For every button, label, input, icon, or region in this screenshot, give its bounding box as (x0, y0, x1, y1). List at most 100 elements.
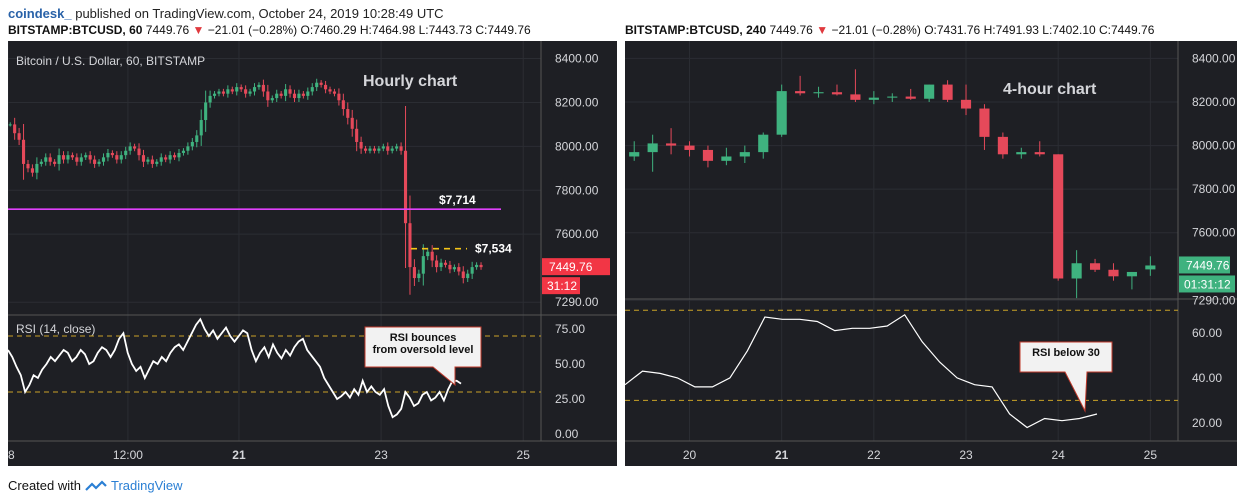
candle-body (208, 95, 212, 103)
left-chart-header: BITSTAMP:BTCUSD, 60 7449.76 ▼ −21.01 (−0… (8, 23, 531, 37)
candle-body (666, 143, 677, 146)
y-tick-label: 8000.00 (1192, 139, 1236, 153)
tradingview-logo-icon (85, 479, 107, 491)
candle-body (887, 96, 898, 98)
candle-body (106, 152, 110, 158)
candle-body (137, 148, 141, 156)
candle-body (1145, 265, 1156, 270)
candle-body (266, 91, 270, 101)
author-name[interactable]: coindesk_ (8, 6, 72, 21)
candle-body (426, 251, 430, 257)
rsi-tick-label: 0.00 (555, 427, 579, 441)
rsi-tick-label: 20.00 (1192, 416, 1222, 430)
candle-body (177, 152, 181, 158)
candle-body (363, 148, 368, 151)
callout-text: RSI bounces (390, 332, 457, 344)
x-tick-label: 23 (374, 448, 388, 462)
candle-body (452, 267, 456, 270)
candle-body (942, 84, 953, 100)
right-ohlc: O:7431.76 H:7491.93 L:7402.10 C:7449.76 (924, 23, 1155, 37)
candle-body (257, 84, 261, 88)
candle-body (475, 264, 479, 268)
candle-body (1126, 271, 1137, 277)
down-arrow-icon: ▼ (192, 23, 205, 37)
callout-bubble (364, 326, 482, 387)
candle-body (324, 84, 328, 90)
candle-body (244, 89, 248, 94)
candle-body (377, 148, 381, 151)
candle-body (905, 96, 916, 99)
last-price-label: 7449.76 (1186, 258, 1230, 272)
candle-body (79, 157, 83, 162)
candle-body (470, 267, 474, 274)
tradingview-brand[interactable]: TradingView (110, 478, 183, 493)
rsi-tick-label: 50.00 (555, 357, 585, 371)
candle-body (831, 92, 843, 95)
candle-body (97, 161, 101, 164)
level-label: $7,534 (475, 242, 512, 256)
candle-body (159, 157, 163, 162)
rsi-tick-label: 40.00 (1192, 371, 1222, 385)
candle-body (368, 148, 372, 151)
candle-body (702, 149, 714, 161)
callout-bubble (1019, 341, 1113, 413)
candle-body (359, 141, 363, 149)
candle-body (195, 135, 199, 142)
candle-body (164, 157, 168, 160)
last-price-label: 7449.76 (549, 260, 593, 274)
attribution-line: coindesk_ published on TradingView.com, … (8, 6, 444, 21)
candle-body (1089, 263, 1101, 270)
candle-body (252, 87, 257, 92)
candle-body (199, 120, 203, 136)
candle-body (795, 91, 806, 94)
candle-body (13, 124, 17, 134)
candle-body (346, 109, 350, 118)
candle-body (155, 161, 159, 164)
x-tick-label: 24 (1052, 448, 1066, 462)
chart-annotation: 4-hour chart (1003, 81, 1097, 98)
candle-body (1016, 152, 1027, 155)
x-tick-label: 12:00 (113, 448, 143, 462)
candle-body (101, 157, 106, 162)
left-price: 7449.76 (145, 23, 190, 37)
candle-body (53, 161, 57, 164)
candle-body (421, 256, 425, 274)
candle-body (186, 146, 190, 151)
y-tick-label: 7800.00 (1192, 182, 1236, 196)
candle-body (128, 146, 132, 151)
countdown-label: 31:12 (547, 279, 577, 293)
candle-body (110, 152, 114, 156)
x-tick-label: 23 (959, 448, 973, 462)
publish-info: published on TradingView.com, October 24… (75, 6, 444, 21)
candle-body (1071, 263, 1082, 279)
candle-body (275, 93, 279, 99)
candle-body (960, 99, 972, 109)
hourly-chart-panel[interactable]: 8400.00 8200.00 8000.00 7800.00 7600.00 7290.… (8, 41, 617, 466)
candle-body (124, 150, 128, 156)
candle-body (461, 271, 465, 279)
countdown-badge (1179, 275, 1235, 293)
candle-body (448, 264, 452, 270)
candle-body (212, 93, 217, 96)
callout-text: from oversold level (373, 344, 474, 356)
candle-body (355, 128, 359, 142)
candle-body (61, 155, 66, 160)
four-hour-chart-svg[interactable]: 8400.00 8200.00 8000.00 7800.00 7600.00 7290.… (625, 41, 1237, 466)
candle-body (721, 156, 732, 161)
four-hour-chart-panel[interactable]: 8400.00 8200.00 8000.00 7800.00 7600.00 7290.… (625, 41, 1237, 466)
x-tick-label: 25 (1144, 448, 1158, 462)
candle-body (88, 155, 92, 160)
candle-body (93, 159, 97, 164)
hourly-chart-svg[interactable]: 8400.00 8200.00 8000.00 7800.00 7600.00 7290.… (8, 41, 617, 466)
candle-body (70, 155, 74, 158)
candle-body (1108, 269, 1119, 277)
candle-body (221, 91, 225, 94)
left-change: −21.01 (−0.28%) (207, 23, 298, 37)
candle-body (44, 157, 48, 162)
candle-body (279, 93, 283, 96)
y-tick-label: 8400.00 (555, 52, 599, 66)
candle-body (412, 267, 416, 279)
candle-body (8, 124, 12, 126)
rsi-tick-label: 60.00 (1192, 326, 1222, 340)
candle-body (319, 82, 323, 85)
